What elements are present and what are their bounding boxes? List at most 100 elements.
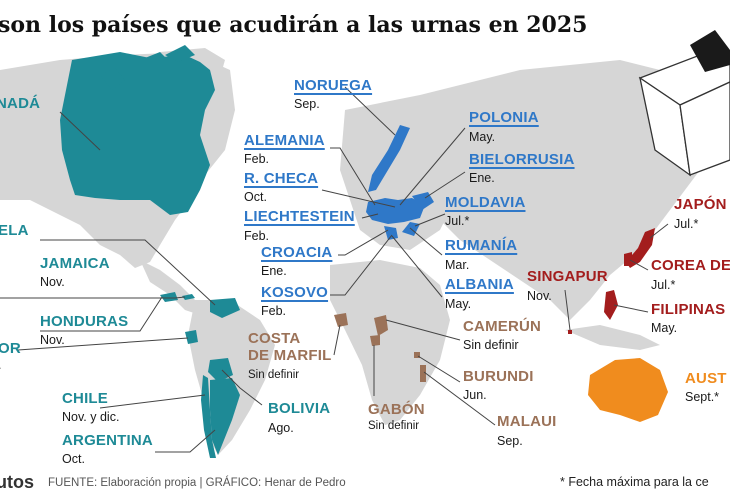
bielorrusia-shape bbox=[412, 192, 434, 210]
source-credit: FUENTE: Elaboración propia | GRÁFICO: He… bbox=[48, 477, 346, 489]
malaui-date: Sep. bbox=[497, 434, 523, 448]
canada-shape bbox=[60, 52, 215, 215]
croacia-date: Ene. bbox=[261, 264, 287, 278]
leader-japon bbox=[649, 223, 669, 239]
venezuela-shape bbox=[210, 298, 240, 318]
camerun-date: Sin definir bbox=[463, 338, 519, 352]
canada-islands bbox=[100, 45, 195, 90]
liechtenstein-name: LIECHTESTEIN bbox=[244, 208, 355, 225]
leader-corea bbox=[629, 259, 649, 271]
rcheca-name: R. CHECA bbox=[244, 170, 319, 187]
argentina-date: Oct. bbox=[62, 452, 85, 466]
noruega-name: NORUEGA bbox=[294, 77, 373, 94]
leader-ecuador bbox=[17, 337, 189, 351]
camerun-name: CAMERÚN bbox=[463, 318, 542, 335]
map-title: son los países que acudirán a las urnas … bbox=[0, 12, 588, 38]
venezuela-name: ELA bbox=[0, 222, 29, 239]
corea-shape bbox=[624, 252, 632, 266]
costa-name-line1: COSTA bbox=[248, 330, 301, 347]
central-america-land bbox=[140, 260, 205, 315]
leader-canada bbox=[59, 111, 101, 151]
polonia-name: POLONIA bbox=[469, 109, 539, 126]
leader-camerun bbox=[385, 319, 461, 341]
corea-date: Jul.* bbox=[651, 278, 676, 292]
corea-name: COREA DE bbox=[651, 257, 730, 274]
jamaica-date: Nov. bbox=[40, 275, 65, 289]
chile-name: CHILE bbox=[62, 390, 108, 407]
rumania-name: RUMANÍA bbox=[445, 237, 518, 254]
africa-land bbox=[330, 260, 450, 425]
australia-name: AUST bbox=[685, 370, 727, 387]
leader-jamaica bbox=[0, 296, 186, 299]
ballot-box-front bbox=[679, 81, 730, 176]
leader-moldavia bbox=[414, 213, 446, 227]
australia-shape bbox=[588, 358, 668, 422]
ecuador-name: OR bbox=[0, 340, 21, 357]
chile-date: Nov. y dic. bbox=[62, 410, 120, 424]
costa-name-line2: DE MARFIL bbox=[248, 347, 332, 364]
ecuador-date: . bbox=[0, 358, 1, 372]
australia-date: Sept.* bbox=[685, 390, 720, 404]
jamaica-name: JAMAICA bbox=[40, 255, 110, 272]
bolivia-shape bbox=[208, 358, 233, 382]
leader-rumania bbox=[409, 227, 443, 256]
leader-polonia bbox=[399, 127, 466, 206]
gabon-date: Sin definir bbox=[368, 420, 420, 432]
footer: utos FUENTE: Elaboración propia | GRÁFIC… bbox=[0, 470, 730, 500]
central-europe-shape bbox=[366, 198, 425, 224]
ballot-paper bbox=[690, 30, 730, 72]
filipinas-shape bbox=[604, 290, 618, 320]
polonia-date: May. bbox=[469, 130, 496, 144]
bolivia-date: Ago. bbox=[268, 421, 294, 435]
liechtenstein-date: Feb. bbox=[244, 229, 270, 243]
leader-honduras bbox=[40, 296, 163, 332]
alemania-name: ALEMANIA bbox=[244, 132, 325, 149]
canada-name: NADÁ bbox=[0, 95, 41, 112]
croacia-name: CROACIA bbox=[261, 244, 333, 261]
leader-burundi bbox=[417, 355, 461, 383]
costa-de-marfil-shape bbox=[334, 313, 348, 327]
leader-liechtenstein bbox=[361, 213, 379, 219]
argentina-shape bbox=[210, 378, 240, 455]
moldavia-date: Jul.* bbox=[445, 214, 470, 228]
rumania-date: Mar. bbox=[445, 258, 470, 272]
burundi-name: BURUNDI bbox=[463, 368, 534, 385]
singapur-shape bbox=[568, 330, 572, 334]
leader-rcheca bbox=[321, 189, 396, 208]
leader-bolivia bbox=[221, 369, 263, 406]
filipinas-date: May. bbox=[651, 321, 678, 335]
bielorrusia-name: BIELORRUSIA bbox=[469, 151, 575, 168]
alemania-date: Feb. bbox=[244, 152, 270, 166]
gabon-shape bbox=[370, 335, 380, 346]
albania-name: ALBANIA bbox=[445, 276, 514, 293]
rcheca-date: Oct. bbox=[244, 190, 267, 204]
noruega-shape bbox=[368, 125, 410, 192]
bielorrusia-date: Ene. bbox=[469, 171, 495, 185]
leader-singapur bbox=[564, 289, 571, 331]
japon-shape bbox=[626, 228, 655, 268]
burundi-date: Jun. bbox=[463, 388, 487, 402]
singapur-date: Nov. bbox=[527, 289, 552, 303]
leader-venezuela bbox=[40, 239, 216, 306]
indonesia-land bbox=[565, 325, 660, 350]
highlighted-countries bbox=[60, 45, 668, 458]
leader-alemania bbox=[330, 147, 376, 206]
footnote: * Fecha máxima para la ce bbox=[560, 475, 709, 489]
leader-costa bbox=[333, 324, 341, 356]
honduras-name: HONDURAS bbox=[40, 313, 129, 330]
leader-argentina bbox=[155, 429, 216, 453]
leader-chile bbox=[99, 394, 206, 409]
leader-filipinas bbox=[613, 304, 649, 313]
world-map bbox=[0, 30, 730, 458]
kosovo-date: Feb. bbox=[261, 304, 287, 318]
jamaica-shape bbox=[182, 294, 195, 300]
malaui-name: MALAUI bbox=[497, 413, 557, 430]
argentina-name: ARGENTINA bbox=[62, 432, 153, 449]
leader-noruega bbox=[344, 86, 396, 136]
leader-malaui bbox=[423, 371, 496, 426]
camerun-shape bbox=[374, 315, 388, 336]
chile-shape bbox=[201, 375, 216, 458]
japon-name: JAPÓN bbox=[674, 196, 727, 213]
leader-bielorrusia bbox=[424, 171, 466, 199]
leader-kosovo bbox=[330, 234, 393, 296]
